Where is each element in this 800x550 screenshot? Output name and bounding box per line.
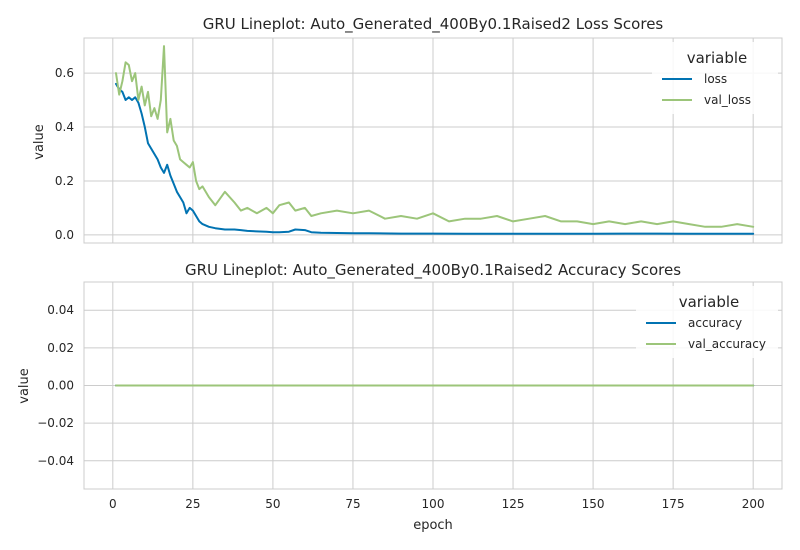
x-tick-label: 125 bbox=[502, 497, 525, 511]
loss-legend-label-val-loss: val_loss bbox=[704, 93, 751, 107]
loss-series-line-loss bbox=[115, 82, 755, 235]
accuracy-y-axis-label: value bbox=[17, 368, 32, 404]
accuracy-y-tick-label: 0.00 bbox=[47, 379, 74, 393]
x-tick-label: 0 bbox=[109, 497, 117, 511]
loss-legend-box bbox=[652, 42, 778, 114]
loss-legend: variable loss val_loss bbox=[652, 42, 778, 114]
x-tick-label: 25 bbox=[185, 497, 200, 511]
loss-series-line-val-loss bbox=[115, 45, 755, 228]
loss-y-axis-label: value bbox=[32, 124, 47, 160]
accuracy-legend: variable accuracy val_accuracy bbox=[636, 286, 778, 358]
loss-y-tick-label: 0.6 bbox=[55, 66, 74, 80]
loss-chart-title: GRU Lineplot: Auto_Generated_400By0.1Rai… bbox=[203, 15, 664, 34]
accuracy-y-tick-label: −0.04 bbox=[37, 454, 74, 468]
x-tick-label: 75 bbox=[345, 497, 360, 511]
loss-legend-title: variable bbox=[687, 49, 748, 67]
accuracy-legend-box bbox=[636, 286, 778, 358]
x-tick-label: 150 bbox=[582, 497, 605, 511]
loss-y-tick-label: 0.0 bbox=[55, 228, 74, 242]
x-tick-label: 50 bbox=[265, 497, 280, 511]
loss-y-tick-label: 0.4 bbox=[55, 120, 74, 134]
accuracy-y-tick-label: −0.02 bbox=[37, 416, 74, 430]
loss-legend-label-loss: loss bbox=[704, 72, 727, 86]
loss-plot-frame bbox=[83, 37, 783, 244]
accuracy-plot-frame bbox=[83, 281, 783, 490]
accuracy-legend-label-val-accuracy: val_accuracy bbox=[688, 337, 766, 351]
loss-panel: GRU Lineplot: Auto_Generated_400By0.1Rai… bbox=[32, 15, 783, 244]
accuracy-legend-title: variable bbox=[679, 293, 740, 311]
x-tick-label: 175 bbox=[662, 497, 685, 511]
loss-y-tick-label: 0.2 bbox=[55, 174, 74, 188]
accuracy-chart-title: GRU Lineplot: Auto_Generated_400By0.1Rai… bbox=[185, 261, 681, 280]
x-axis-label-epoch: epoch bbox=[413, 518, 453, 533]
x-tick-label: 200 bbox=[742, 497, 765, 511]
accuracy-y-tick-label: 0.04 bbox=[47, 303, 74, 317]
accuracy-y-tick-label: 0.02 bbox=[47, 341, 74, 355]
accuracy-legend-label-accuracy: accuracy bbox=[688, 316, 742, 330]
accuracy-panel: GRU Lineplot: Auto_Generated_400By0.1Rai… bbox=[17, 261, 783, 533]
x-tick-label: 100 bbox=[422, 497, 445, 511]
